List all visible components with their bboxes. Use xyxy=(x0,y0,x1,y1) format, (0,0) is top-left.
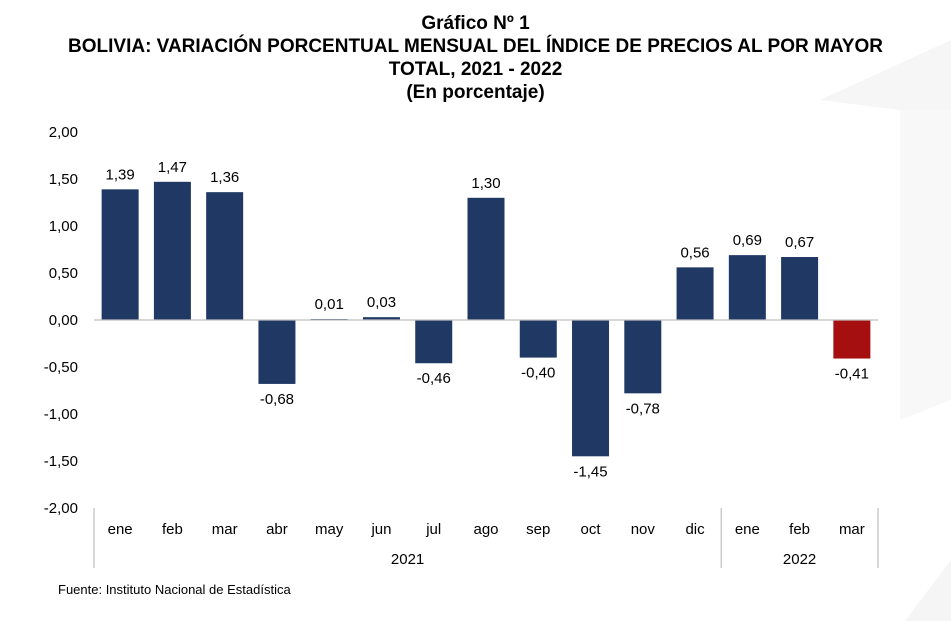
y-tick-label: 0,00 xyxy=(49,312,78,329)
x-tick-label: abr xyxy=(266,521,288,538)
x-tick-label: mar xyxy=(212,521,238,538)
y-tick-label: -2,00 xyxy=(44,500,78,517)
data-label: -0,46 xyxy=(417,370,451,387)
x-tick-label: ene xyxy=(735,521,760,538)
data-label: 1,39 xyxy=(106,166,135,183)
bar xyxy=(624,320,662,394)
x-tick-label: may xyxy=(315,521,344,538)
x-tick-label: dic xyxy=(685,521,705,538)
bar xyxy=(467,197,505,320)
bar xyxy=(258,320,296,384)
data-label: 0,03 xyxy=(367,294,396,311)
bar xyxy=(833,320,871,359)
bar xyxy=(572,320,610,457)
data-label: 1,47 xyxy=(158,159,187,176)
chart-title-line-3: TOTAL, 2021 - 2022 xyxy=(388,59,563,80)
data-label: -0,41 xyxy=(835,366,869,383)
x-tick-label: oct xyxy=(581,521,602,538)
bar xyxy=(781,257,819,320)
x-tick-label: jun xyxy=(370,521,391,538)
bar xyxy=(676,267,714,320)
data-label: 0,69 xyxy=(733,232,762,249)
x-tick-label: feb xyxy=(162,521,183,538)
data-label: -0,68 xyxy=(260,391,294,408)
bar xyxy=(728,255,766,320)
bar xyxy=(415,320,453,364)
y-tick-label: 1,50 xyxy=(49,171,78,188)
data-label: -1,45 xyxy=(573,463,607,480)
bar xyxy=(153,181,191,320)
bar xyxy=(519,320,557,358)
data-label: 0,56 xyxy=(680,244,709,261)
y-tick-label: -1,00 xyxy=(44,406,78,423)
chart-title-line-2: BOLIVIA: VARIACIÓN PORCENTUAL MENSUAL DE… xyxy=(68,36,883,57)
data-label: 0,01 xyxy=(315,296,344,313)
chart-title-line-1: Gráfico Nº 1 xyxy=(421,13,530,34)
x-tick-label: sep xyxy=(526,521,550,538)
data-label: 1,30 xyxy=(471,175,500,192)
bar xyxy=(206,192,244,320)
x-tick-label: ene xyxy=(108,521,133,538)
chart-subtitle: (En porcentaje) xyxy=(406,82,545,103)
bar xyxy=(362,317,400,320)
y-tick-label: 0,50 xyxy=(49,265,78,282)
bar xyxy=(101,189,139,320)
group-label: 2022 xyxy=(783,551,816,568)
x-tick-label: ago xyxy=(473,521,498,538)
y-tick-label: -0,50 xyxy=(44,359,78,376)
source-note: Fuente: Instituto Nacional de Estadístic… xyxy=(58,582,291,597)
chart-title: Gráfico Nº 1 BOLIVIA: VARIACIÓN PORCENTU… xyxy=(0,12,951,104)
x-tick-label: jul xyxy=(425,521,441,538)
x-tick-label: feb xyxy=(789,521,810,538)
group-label: 2021 xyxy=(391,551,424,568)
y-tick-label: -1,50 xyxy=(44,453,78,470)
data-label: 1,36 xyxy=(210,169,239,186)
y-tick-label: 2,00 xyxy=(49,124,78,141)
y-tick-label: 1,00 xyxy=(49,218,78,235)
data-label: 0,67 xyxy=(785,234,814,251)
x-tick-label: nov xyxy=(631,521,656,538)
x-tick-label: mar xyxy=(839,521,865,538)
data-label: -0,40 xyxy=(521,365,555,382)
data-label: -0,78 xyxy=(626,400,660,417)
